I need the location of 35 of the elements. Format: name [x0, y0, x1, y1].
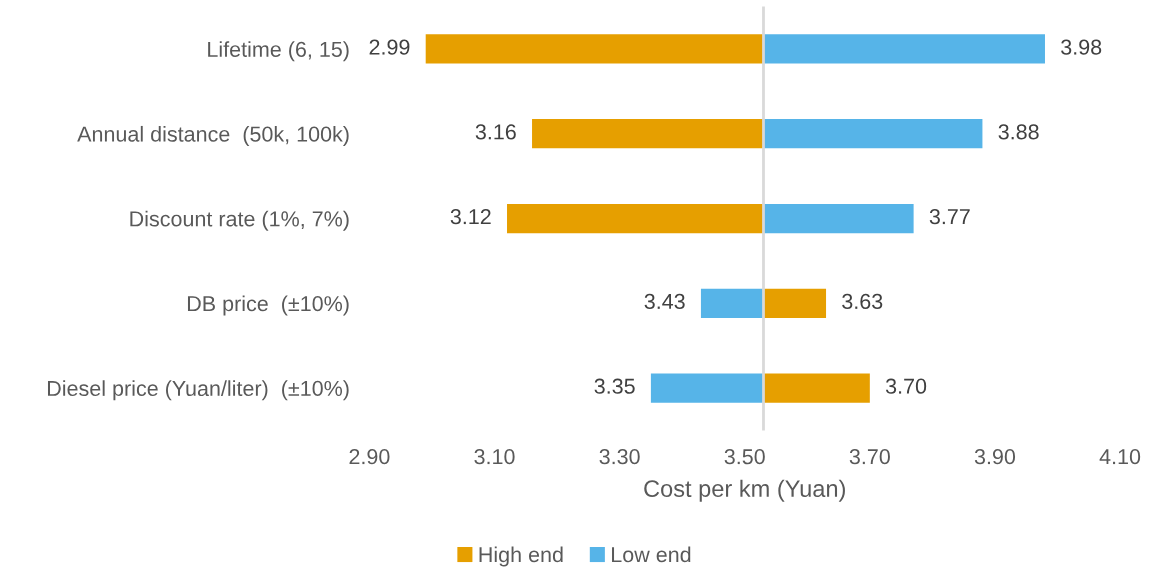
bar: [763, 119, 983, 149]
legend-label: High end: [479, 546, 563, 567]
x-axis-title: Cost per km (Yuan): [644, 479, 845, 502]
data-label: 3.12: [450, 209, 491, 225]
y-tick-label: Annual distance (50k, 100k): [77, 125, 349, 146]
bar: [763, 203, 914, 234]
data-label: 3.77: [929, 209, 970, 225]
y-tick-label: Discount rate (1%, 7%): [130, 210, 349, 231]
y-tick-label: Lifetime (6, 15): [208, 41, 349, 62]
x-tick-label: 3.90: [974, 449, 1016, 465]
x-tick-label: 4.10: [1099, 449, 1141, 465]
bar: [763, 288, 827, 318]
bar: [532, 119, 764, 149]
data-label: 3.70: [885, 378, 927, 394]
bar: [507, 203, 764, 234]
data-label: 3.98: [1061, 39, 1102, 55]
x-tick-label: 3.70: [849, 449, 890, 465]
x-tick-label: 3.30: [599, 449, 640, 465]
y-tick-label: DB price (±10%): [187, 295, 349, 316]
legend-label: Low end: [612, 546, 691, 563]
bar: [425, 34, 764, 64]
bar: [650, 373, 764, 403]
x-tick-label: 2.90: [349, 449, 390, 465]
bar: [763, 373, 870, 403]
data-label: 3.16: [475, 124, 516, 140]
data-label: 3.88: [998, 124, 1039, 140]
y-tick-label: Diesel price (Yuan/liter) (±10%): [47, 380, 349, 401]
bar: [700, 288, 764, 318]
bar: [763, 34, 1045, 64]
data-label: 2.99: [369, 39, 410, 55]
data-label: 3.35: [594, 378, 635, 394]
x-tick-label: 3.50: [724, 449, 765, 465]
data-label: 3.63: [842, 293, 883, 310]
data-label: 3.43: [644, 293, 685, 310]
x-tick-label: 3.10: [474, 449, 515, 465]
